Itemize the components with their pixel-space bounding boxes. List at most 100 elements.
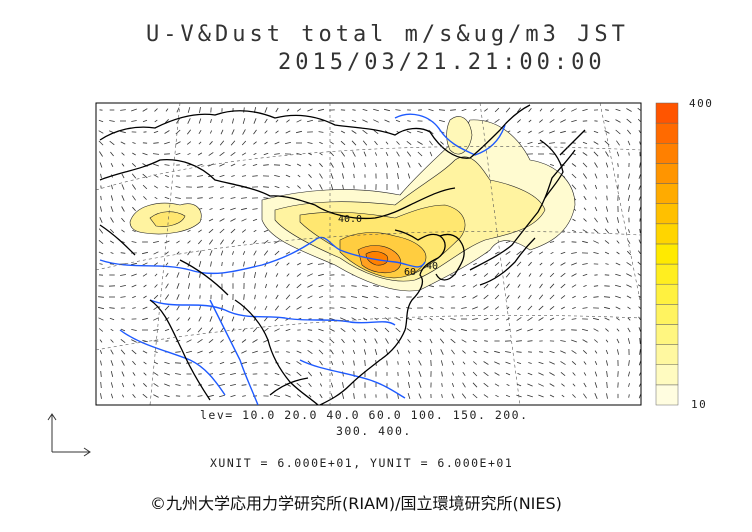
wind-vector xyxy=(252,362,258,364)
wind-vector xyxy=(296,294,302,300)
wind-vector xyxy=(98,239,104,245)
wind-vector xyxy=(330,141,334,145)
wind-vector xyxy=(637,273,641,277)
wind-vector xyxy=(197,350,203,354)
wind-vector xyxy=(132,142,136,144)
wind-vector xyxy=(395,306,401,310)
wind-vector xyxy=(109,120,115,122)
wind-vector xyxy=(285,372,291,376)
wind-vector xyxy=(429,349,433,355)
wind-vector xyxy=(639,206,641,212)
wind-vector xyxy=(406,130,412,134)
wind-vector xyxy=(120,130,126,134)
wind-vector xyxy=(341,120,345,122)
wind-vector xyxy=(153,394,159,398)
wind-vector xyxy=(450,109,456,111)
wind-vector xyxy=(164,372,170,376)
wind-vector xyxy=(627,240,631,244)
colorbar-step xyxy=(655,344,679,365)
wind-vector xyxy=(252,175,258,177)
wind-vector xyxy=(209,141,213,145)
wind-vector xyxy=(241,175,247,177)
wind-vector xyxy=(637,284,641,288)
wind-vector xyxy=(450,328,456,332)
wind-vector xyxy=(594,206,598,212)
wind-vector xyxy=(527,394,533,398)
wind-vector xyxy=(451,349,455,355)
wind-vector xyxy=(561,394,565,398)
wind-vector xyxy=(232,251,234,255)
wind-vector xyxy=(197,362,203,364)
wind-vector xyxy=(176,294,180,300)
wind-vector xyxy=(253,118,257,124)
wind-vector xyxy=(418,328,422,332)
wind-vector xyxy=(98,317,104,321)
wind-vector xyxy=(362,285,368,287)
wind-vector xyxy=(121,217,125,223)
wind-vector xyxy=(131,108,137,112)
wind-vector xyxy=(275,284,279,288)
wind-vector xyxy=(341,393,345,399)
colorbar-step xyxy=(655,263,679,285)
contour-label-40: 40.0 xyxy=(338,214,362,225)
wind-vector xyxy=(582,141,588,145)
wind-vector xyxy=(187,240,191,244)
wind-vector xyxy=(219,218,225,222)
wind-vector xyxy=(441,394,443,398)
wind-vector xyxy=(331,372,333,376)
wind-vector xyxy=(285,361,291,365)
wind-vector xyxy=(451,382,455,388)
wind-vector xyxy=(110,349,114,355)
wind-vector xyxy=(594,371,598,377)
wind-vector xyxy=(341,162,345,168)
wind-vector xyxy=(285,163,291,167)
wind-vector xyxy=(627,250,631,256)
wind-vector xyxy=(462,285,466,287)
wind-vector xyxy=(428,129,434,135)
wind-vector xyxy=(352,109,356,111)
wind-vector xyxy=(628,360,630,366)
wind-vector xyxy=(330,361,334,365)
wind-vector xyxy=(241,373,247,375)
wind-vector xyxy=(571,273,577,277)
wind-vector xyxy=(176,107,180,113)
wind-vector xyxy=(604,251,610,255)
wind-vector xyxy=(517,295,521,299)
coastlines-borders xyxy=(99,104,586,405)
wind-vector xyxy=(241,361,247,365)
wind-vector xyxy=(231,239,235,245)
wind-vector xyxy=(186,129,192,135)
wind-vector xyxy=(307,108,313,112)
wind-vector xyxy=(407,360,411,366)
wind-vector xyxy=(549,317,555,321)
wind-vector xyxy=(527,251,533,255)
wind-vector xyxy=(252,327,258,333)
wind-vector xyxy=(252,350,258,354)
wind-vector xyxy=(384,108,390,112)
wind-vector xyxy=(264,141,268,145)
wind-vector xyxy=(98,140,104,146)
wind-vector xyxy=(506,383,510,387)
wind-vector xyxy=(627,317,631,321)
wind-vector xyxy=(263,316,269,322)
wind-vector xyxy=(560,361,566,365)
wind-vector xyxy=(461,295,467,299)
wind-vector xyxy=(550,329,554,331)
wind-vector xyxy=(638,327,641,333)
wind-vector xyxy=(615,129,621,135)
wind-vector xyxy=(221,261,223,267)
wind-vector xyxy=(164,383,170,387)
wind-vector xyxy=(494,383,500,387)
wind-vector xyxy=(560,350,566,354)
wind-vector xyxy=(461,108,467,112)
wind-vector xyxy=(637,118,641,123)
wind-vector xyxy=(628,173,630,179)
wind-vector xyxy=(527,141,533,145)
wind-vector xyxy=(275,273,279,277)
wind-vector xyxy=(407,162,411,168)
wind-vector xyxy=(342,361,344,365)
wind-vector xyxy=(373,285,379,287)
wind-vector xyxy=(99,350,103,354)
wind-vector xyxy=(154,196,158,200)
wind-vector xyxy=(606,393,608,399)
